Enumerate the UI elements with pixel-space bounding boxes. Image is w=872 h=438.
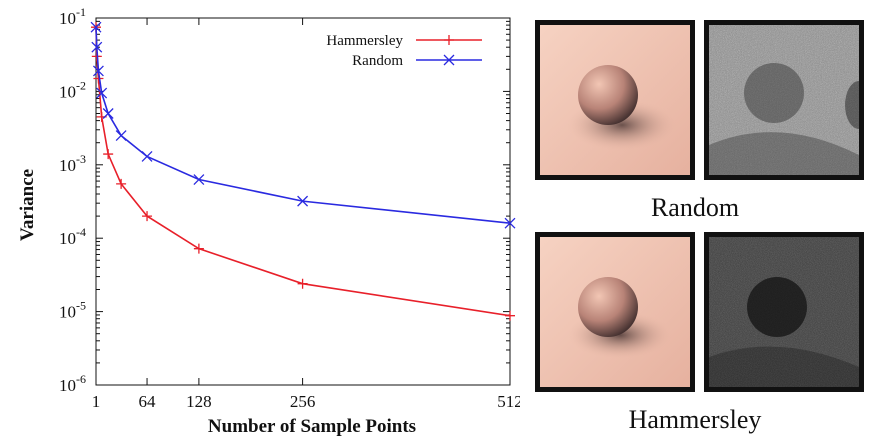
- series-random: [90, 21, 516, 229]
- data-point: [141, 150, 153, 162]
- data-point: [193, 174, 205, 185]
- y-axis-ticks: 10-6 10-5 10-4 10-3 10-2 10-1: [59, 5, 510, 395]
- y-tick-label: 10-6: [59, 372, 86, 395]
- random-noise-render: [704, 20, 864, 180]
- series-line-random: [95, 27, 511, 225]
- data-point: [116, 178, 127, 189]
- random-shaded-render: [535, 20, 695, 180]
- x-axis-label: Number of Sample Points: [208, 416, 416, 437]
- legend-marker: [444, 35, 454, 45]
- data-point: [504, 217, 516, 229]
- y-tick-label: 10-5: [59, 299, 86, 322]
- data-point: [90, 21, 102, 33]
- legend-label: Random: [352, 53, 403, 69]
- y-axis-label: Variance: [17, 169, 38, 241]
- hammersley-caption: Hammersley: [628, 405, 762, 434]
- hammersley-noise-render: [704, 232, 864, 392]
- x-tick-label: 256: [290, 392, 316, 411]
- data-point: [115, 130, 127, 142]
- data-point: [505, 310, 515, 321]
- data-point: [142, 211, 153, 222]
- x-tick-label: 128: [186, 392, 212, 411]
- legend: Hammersley Random: [326, 33, 482, 69]
- data-point: [297, 195, 309, 207]
- series-layer: [90, 21, 516, 321]
- legend-marker: [443, 54, 455, 66]
- series-hammersley: [91, 22, 515, 321]
- y-tick-label: 10-2: [59, 78, 86, 101]
- data-point: [103, 149, 114, 160]
- variance-chart: 10-6 10-5 10-4 10-3 10-2 10-1 1 64 128 256 512 Ha…: [17, 5, 520, 437]
- x-axis-ticks: 1 64 128 256 512: [92, 18, 520, 411]
- y-tick-label: 10-3: [59, 152, 86, 175]
- x-tick-label: 1: [92, 392, 101, 411]
- x-tick-label: 64: [139, 392, 157, 411]
- data-point: [91, 41, 103, 53]
- series-line-hammersley: [95, 27, 511, 317]
- hammersley-shaded-render: [535, 232, 695, 392]
- legend-label: Hammersley: [326, 33, 403, 49]
- data-point: [96, 87, 108, 99]
- data-point: [92, 65, 104, 77]
- data-point: [193, 243, 204, 254]
- data-point: [297, 278, 308, 289]
- y-tick-label: 10-1: [59, 5, 86, 28]
- x-tick-label: 512: [497, 392, 520, 411]
- data-point: [102, 108, 114, 119]
- random-caption: Random: [650, 193, 740, 222]
- y-tick-label: 10-4: [59, 225, 86, 248]
